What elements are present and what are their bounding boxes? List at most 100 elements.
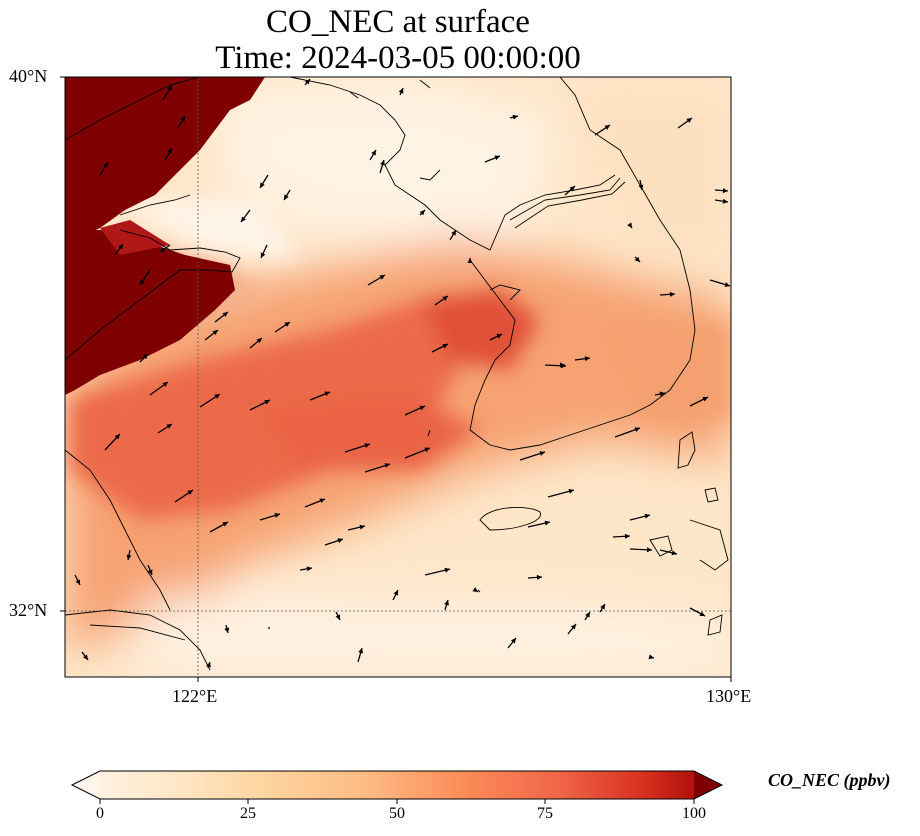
- wind-arrow-head: [337, 538, 343, 543]
- wind-arrow-head: [444, 600, 449, 606]
- wind-arrow-head: [424, 447, 430, 453]
- wind-arrow-head: [568, 488, 574, 494]
- wind-arrow-head: [646, 547, 652, 553]
- wind-arrow-head: [264, 400, 270, 405]
- wind-arrow-head: [319, 498, 325, 504]
- wind-arrow-head: [671, 550, 677, 556]
- wind-arrow-head: [624, 533, 630, 539]
- wind-arrow-head: [444, 567, 450, 573]
- colorbar-label: CO_NEC (ppbv): [768, 770, 891, 790]
- wind-arrow-head: [256, 338, 262, 344]
- lat-label-40n: 40°N: [9, 66, 48, 86]
- wind-arrow-head: [494, 155, 500, 161]
- wind-arrow-head: [442, 296, 448, 301]
- wind-arrow-head: [467, 258, 473, 263]
- wind-arrow-head: [162, 382, 168, 387]
- wind-arrow-head: [539, 451, 545, 456]
- wind-arrow-head: [686, 118, 692, 123]
- wind-arrow-head: [118, 244, 123, 250]
- wind-arrow-head: [648, 654, 654, 660]
- colorbar-ticks: [99, 799, 695, 804]
- wind-arrow-head: [160, 247, 166, 252]
- wind-arrow-head: [260, 182, 265, 188]
- wind-arrow-head: [634, 256, 640, 262]
- wind-arrow-head: [335, 614, 340, 620]
- wind-arrow-head: [600, 604, 605, 610]
- colorbar-tick-100: 100: [682, 805, 706, 822]
- wind-arrow-head: [510, 638, 516, 644]
- wind-arrow-head: [627, 222, 632, 228]
- wind-arrow-head: [75, 579, 80, 585]
- wind-arrow-head: [187, 490, 193, 495]
- wind-arrow-head: [570, 624, 576, 630]
- wind-arrow-head: [393, 590, 398, 596]
- wind-arrow-head: [241, 216, 246, 222]
- map-frame: [64, 76, 732, 678]
- coastlines: [65, 77, 729, 671]
- wind-arrow-head: [724, 282, 730, 287]
- wind-arrow-head: [451, 230, 456, 236]
- wind-arrow-head: [140, 279, 145, 285]
- wind-arrow-head: [359, 524, 365, 530]
- wind-arrow-head: [569, 186, 575, 192]
- wind-arrow-head: [284, 194, 289, 200]
- wind-arrow-head: [699, 611, 705, 616]
- colorbar-tick-0: 0: [96, 805, 104, 822]
- wind-arrow-head: [214, 394, 220, 399]
- wind-arrow-head: [114, 434, 120, 440]
- wind-arrow-head: [142, 354, 148, 360]
- wind-arrow-head: [147, 569, 153, 575]
- lon-label-130e: 130°E: [706, 686, 752, 706]
- wind-arrow-head: [634, 427, 640, 433]
- wind-arrow-head: [638, 184, 644, 190]
- colorbar-tick-50: 50: [389, 805, 405, 822]
- wind-arrow-head: [126, 554, 132, 560]
- wind-arrow-head: [166, 424, 172, 429]
- lon-label-122e: 122°E: [172, 686, 218, 706]
- wind-arrow-head: [224, 627, 230, 633]
- wind-arrow-head: [512, 114, 518, 120]
- wind-arrow-head: [371, 150, 376, 156]
- wind-arrow-head: [722, 198, 728, 204]
- graticule: [65, 77, 731, 677]
- wind-arrow-head: [379, 275, 385, 280]
- wind-arrow-head: [644, 513, 650, 519]
- wind-arrow-head: [358, 648, 364, 654]
- wind-arrow-head: [83, 654, 88, 660]
- wind-vectors: [74, 78, 731, 669]
- map-title: CO_NEC at surface: [266, 4, 530, 40]
- wind-arrow-head: [536, 574, 542, 580]
- wind-arrow-head: [364, 443, 370, 448]
- wind-arrow-head: [722, 188, 728, 194]
- wind-arrow-head: [496, 334, 502, 339]
- lat-label-32n: 32°N: [9, 600, 48, 620]
- wind-arrow-head: [103, 162, 108, 168]
- wind-arrow-head: [304, 79, 310, 85]
- wind-arrow-head: [380, 160, 385, 166]
- wind-arrow-head: [669, 291, 675, 297]
- colorbar: [70, 770, 724, 804]
- wind-arrow-head: [274, 513, 280, 518]
- wind-arrow-head: [560, 363, 566, 369]
- wind-arrow-head: [260, 252, 266, 258]
- wind-arrow-head: [604, 125, 610, 130]
- wind-arrow-head: [659, 391, 665, 397]
- colorbar-tick-75: 75: [537, 805, 553, 822]
- wind-arrow-head: [222, 312, 228, 318]
- wind-arrow-head: [167, 85, 172, 91]
- concentration-field: [65, 77, 731, 677]
- wind-arrow-head: [180, 116, 185, 122]
- wind-arrow-head: [419, 210, 425, 216]
- wind-arrow-head: [419, 405, 425, 411]
- wind-arrow-head: [222, 522, 228, 527]
- wind-arrow-head: [585, 612, 590, 618]
- wind-arrow-head: [398, 88, 404, 94]
- wind-arrow-head: [324, 391, 330, 397]
- axis-ticks: [60, 76, 732, 682]
- colorbar-tick-25: 25: [240, 805, 256, 822]
- map-time: Time: 2024-03-05 00:00:00: [215, 40, 581, 76]
- wind-arrow-head: [442, 344, 448, 349]
- wind-arrow-head: [206, 662, 211, 668]
- wind-arrow-head: [284, 322, 290, 327]
